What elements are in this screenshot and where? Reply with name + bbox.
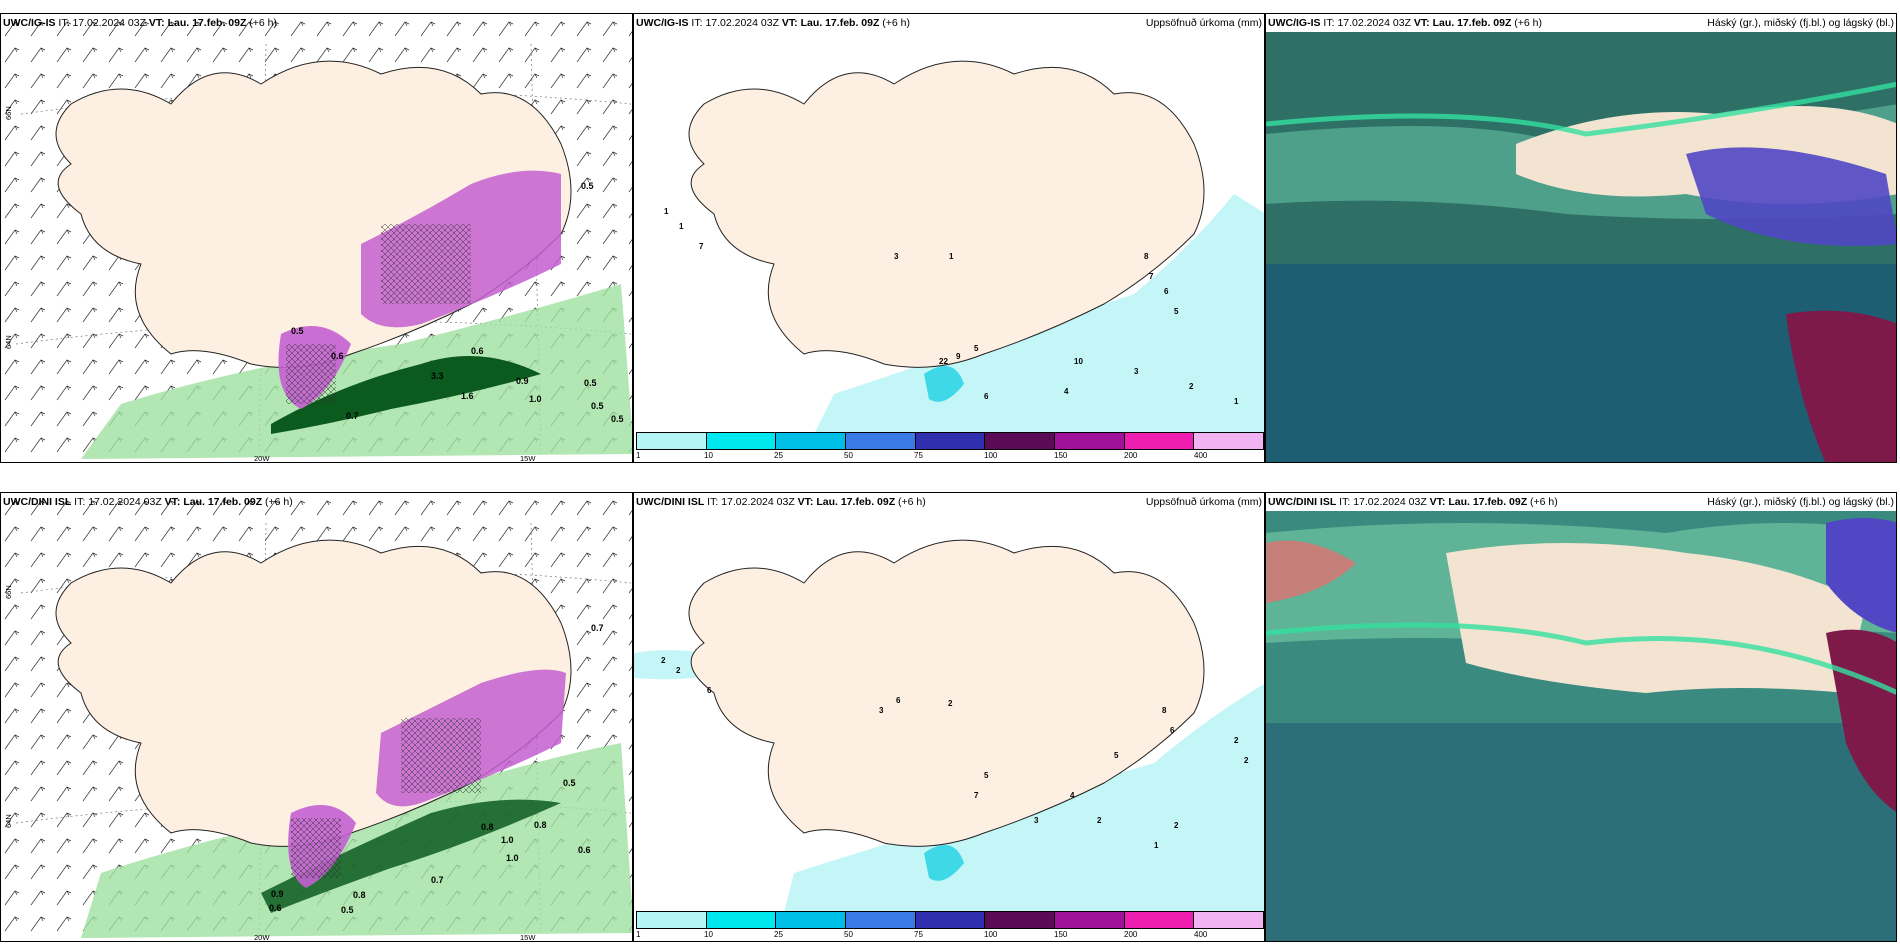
green-snow-area bbox=[81, 284, 632, 459]
lat-label-64: 64N bbox=[4, 814, 13, 828]
svg-text:0.7: 0.7 bbox=[591, 623, 604, 633]
svg-text:3: 3 bbox=[1134, 367, 1139, 376]
svg-text:0.6: 0.6 bbox=[331, 351, 344, 361]
svg-text:9: 9 bbox=[956, 352, 961, 361]
svg-text:0.5: 0.5 bbox=[584, 378, 597, 388]
svg-text:0.5: 0.5 bbox=[291, 326, 304, 336]
svg-text:6: 6 bbox=[1170, 726, 1175, 735]
svg-text:2: 2 bbox=[1097, 816, 1102, 825]
panel-bot-mid-precip-map: UWC/DINI ISL IT: 17.02.2024 03Z VT: Lau.… bbox=[633, 492, 1265, 942]
colorbar-ticks: 1 10 25 50 75 100 150 200 400 bbox=[636, 451, 1208, 460]
svg-text:7: 7 bbox=[699, 242, 704, 251]
svg-text:0.5: 0.5 bbox=[581, 181, 594, 191]
panel-title: UWC/DINI ISL IT: 17.02.2024 03Z VT: Lau.… bbox=[636, 496, 926, 508]
panel-right-title: Uppsöfnuð úrkoma (mm) bbox=[1145, 496, 1262, 508]
precip-map: 1 1 7 3 1 22 9 5 6 10 4 3 2 1 5 6 7 8 bbox=[664, 60, 1264, 434]
svg-text:1.6: 1.6 bbox=[461, 391, 474, 401]
lon-label-20w: 20W bbox=[254, 933, 270, 942]
svg-text:10: 10 bbox=[1074, 357, 1083, 366]
svg-text:1.0: 1.0 bbox=[501, 835, 514, 845]
lon-label-20w: 20W bbox=[254, 454, 270, 463]
svg-text:6: 6 bbox=[984, 392, 989, 401]
svg-text:5: 5 bbox=[984, 771, 989, 780]
svg-text:3: 3 bbox=[1034, 816, 1039, 825]
svg-text:2: 2 bbox=[676, 666, 681, 675]
svg-text:6: 6 bbox=[896, 696, 901, 705]
panel-right-title: Háský (gr.), miðský (fj.bl.) og lágský (… bbox=[1707, 496, 1894, 508]
svg-text:2: 2 bbox=[1189, 382, 1194, 391]
svg-text:0.5: 0.5 bbox=[611, 414, 624, 424]
precip-colorbar bbox=[636, 432, 1264, 450]
svg-text:3: 3 bbox=[879, 706, 884, 715]
svg-text:2: 2 bbox=[1244, 756, 1249, 765]
svg-text:0.6: 0.6 bbox=[578, 845, 591, 855]
precip-map: 2 2 6 3 6 2 7 5 3 4 2 2 1 5 6 8 2 2 bbox=[634, 539, 1264, 913]
svg-text:1: 1 bbox=[1234, 397, 1239, 406]
svg-text:1.0: 1.0 bbox=[529, 394, 542, 404]
svg-text:0.9: 0.9 bbox=[271, 889, 284, 899]
svg-text:0.7: 0.7 bbox=[431, 875, 444, 885]
cloud-map bbox=[1266, 511, 1896, 941]
svg-text:22: 22 bbox=[939, 357, 948, 366]
svg-text:4: 4 bbox=[1064, 387, 1069, 396]
colorbar-ticks: 1 10 25 50 75 100 150 200 400 bbox=[636, 930, 1208, 939]
svg-text:0.6: 0.6 bbox=[471, 346, 484, 356]
svg-text:1: 1 bbox=[1154, 841, 1159, 850]
lon-label-15w: 15W bbox=[520, 454, 536, 463]
panel-right-title: Háský (gr.), miðský (fj.bl.) og lágský (… bbox=[1707, 17, 1894, 29]
svg-text:0.8: 0.8 bbox=[534, 820, 547, 830]
panel-top-mid-precip-map: UWC/IG-IS IT: 17.02.2024 03Z VT: Lau. 17… bbox=[633, 13, 1265, 463]
svg-text:8: 8 bbox=[1144, 252, 1149, 261]
snow-wind-map: 0.5 0.5 0.6 0.9 1.0 0.6 0.5 0.7 1.6 3.3 … bbox=[1, 14, 632, 462]
svg-text:1: 1 bbox=[664, 207, 669, 216]
svg-text:0.5: 0.5 bbox=[341, 905, 354, 915]
lat-label-66: 66N bbox=[4, 585, 13, 599]
svg-text:7: 7 bbox=[974, 791, 979, 800]
panel-right-title: Uppsöfnuð úrkoma (mm) bbox=[1145, 17, 1262, 29]
panel-bot-left-snow-map: UWC/DINI ISL IT: 17.02.2024 03Z VT: Lau.… bbox=[0, 492, 633, 942]
svg-text:0.8: 0.8 bbox=[481, 822, 494, 832]
svg-text:5: 5 bbox=[1174, 307, 1179, 316]
svg-text:6: 6 bbox=[707, 686, 712, 695]
lat-label-64: 64N bbox=[4, 335, 13, 349]
svg-text:1.0: 1.0 bbox=[506, 853, 519, 863]
panel-top-left-snow-map: UWC/IG-IS IT: 17.02.2024 03Z VT: Lau. 17… bbox=[0, 13, 633, 463]
lon-label-15w: 15W bbox=[520, 933, 536, 942]
cloud-map bbox=[1266, 32, 1896, 462]
svg-text:1: 1 bbox=[679, 222, 684, 231]
svg-text:5: 5 bbox=[974, 344, 979, 353]
svg-text:0.9: 0.9 bbox=[516, 376, 529, 386]
svg-text:8: 8 bbox=[1162, 706, 1167, 715]
panel-bot-right-cloud-map: UWC/DINI ISL IT: 17.02.2024 03Z VT: Lau.… bbox=[1265, 492, 1897, 942]
svg-text:6: 6 bbox=[1164, 287, 1169, 296]
svg-text:3: 3 bbox=[894, 252, 899, 261]
svg-text:0.5: 0.5 bbox=[563, 778, 576, 788]
svg-text:0.8: 0.8 bbox=[353, 890, 366, 900]
svg-text:2: 2 bbox=[948, 699, 953, 708]
svg-text:0.7: 0.7 bbox=[346, 411, 359, 421]
panel-title: UWC/IG-IS IT: 17.02.2024 03Z VT: Lau. 17… bbox=[1268, 17, 1543, 29]
svg-text:2: 2 bbox=[1174, 821, 1179, 830]
panel-title: UWC/IG-IS IT: 17.02.2024 03Z VT: Lau. 17… bbox=[636, 17, 911, 29]
panel-title: UWC/IG-IS IT: 17.02.2024 03Z VT: Lau. 17… bbox=[3, 17, 278, 29]
svg-text:4: 4 bbox=[1070, 791, 1075, 800]
panel-title: UWC/DINI ISL IT: 17.02.2024 03Z VT: Lau.… bbox=[3, 496, 293, 508]
precip-colorbar bbox=[636, 911, 1264, 929]
svg-text:2: 2 bbox=[1234, 736, 1239, 745]
svg-text:0.5: 0.5 bbox=[591, 401, 604, 411]
lat-label-66: 66N bbox=[4, 106, 13, 120]
svg-text:2: 2 bbox=[661, 656, 666, 665]
snow-wind-map: 0.7 0.5 0.8 1.0 0.8 0.6 0.9 0.6 0.5 0.8 … bbox=[1, 493, 632, 941]
svg-text:7: 7 bbox=[1149, 272, 1154, 281]
dark-green-snow-area bbox=[271, 356, 541, 434]
svg-text:1: 1 bbox=[949, 252, 954, 261]
svg-text:3.3: 3.3 bbox=[431, 371, 444, 381]
panel-title: UWC/DINI ISL IT: 17.02.2024 03Z VT: Lau.… bbox=[1268, 496, 1558, 508]
svg-text:5: 5 bbox=[1114, 751, 1119, 760]
panel-top-right-cloud-map: UWC/IG-IS IT: 17.02.2024 03Z VT: Lau. 17… bbox=[1265, 13, 1897, 463]
svg-text:0.6: 0.6 bbox=[269, 903, 282, 913]
